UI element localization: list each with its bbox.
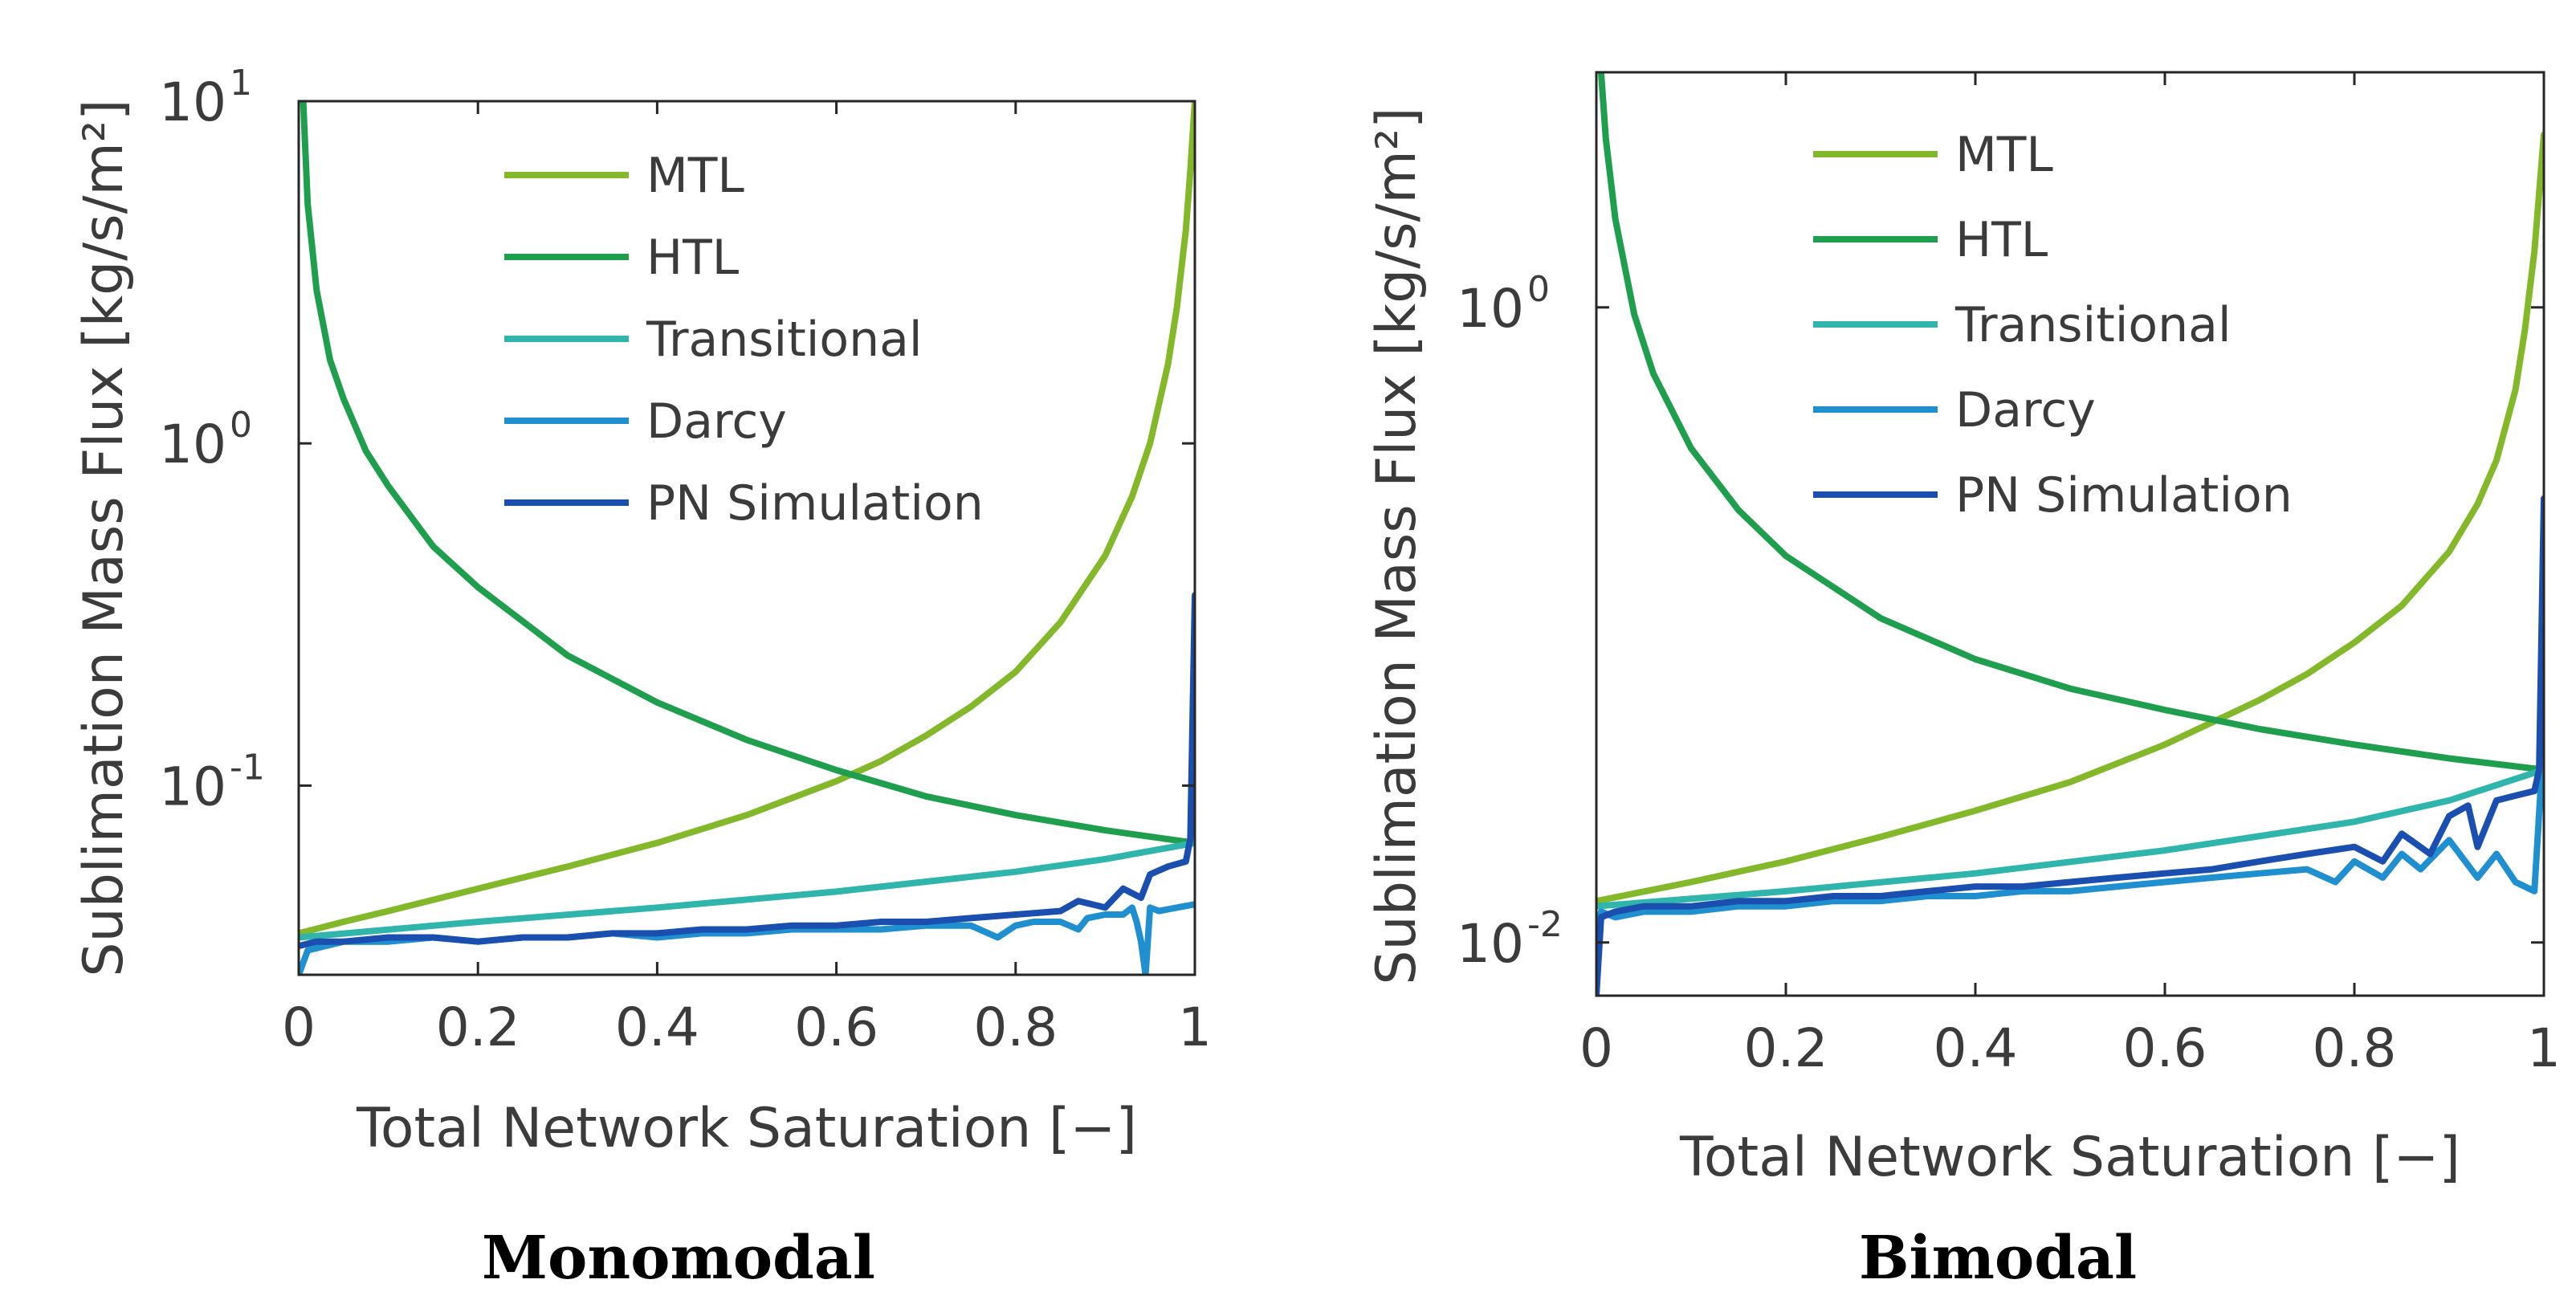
legend-label: Transitional	[1954, 297, 2232, 353]
legend-label: Darcy	[1955, 382, 2096, 438]
y-tick-label: 10	[1457, 278, 1524, 340]
y-tick-label: 10	[159, 756, 226, 817]
series-line-pn-simulation	[1596, 495, 2544, 996]
series-layer	[1596, 72, 2544, 996]
x-tick-label: 1	[2527, 1017, 2561, 1079]
x-tick-label: 0.4	[1934, 1017, 2018, 1079]
y-tick-label: 10	[1457, 913, 1524, 975]
y-tick-label: 10	[159, 414, 226, 475]
x-tick-label: 0.8	[2313, 1017, 2397, 1079]
legend-label: Darcy	[646, 393, 787, 450]
x-tick-label: 0.2	[1744, 1017, 1828, 1079]
plot-frame	[1595, 71, 2545, 997]
legend-label: PN Simulation	[646, 475, 984, 532]
x-tick-label: 0.8	[973, 996, 1058, 1058]
x-tick-label: 0.6	[794, 996, 878, 1058]
series-line-htl	[1597, 72, 2544, 773]
series-line-transitional	[299, 839, 1195, 941]
x-tick-label: 1	[1178, 996, 1212, 1058]
y-tick-exponent: -2	[1527, 904, 1563, 945]
x-axis-label: Total Network Saturation [−]	[356, 1097, 1137, 1160]
x-axis-label: Total Network Saturation [−]	[1679, 1126, 2460, 1189]
series-layer	[299, 101, 1195, 975]
panel-caption: Bimodal	[1859, 1224, 2137, 1293]
y-tick-exponent: 0	[1527, 269, 1550, 310]
series-line-mtl	[1596, 131, 2544, 905]
legend: MTL HTL Transitional Darcy PN Simulation	[1813, 127, 2293, 524]
legend-label: MTL	[1955, 127, 2053, 183]
y-axis-label: Sublimation Mass Flux [kg/s/m²]	[1365, 107, 1429, 984]
legend-label: PN Simulation	[1955, 467, 2293, 524]
legend-label: HTL	[646, 230, 740, 286]
series-line-transitional	[1596, 766, 2544, 910]
legend-label: Transitional	[646, 312, 923, 368]
series-line-mtl	[299, 101, 1195, 937]
series-line-pn-simulation	[299, 592, 1195, 950]
x-tick-label: 0.4	[615, 996, 699, 1058]
y-tick-exponent: -1	[230, 747, 265, 788]
y-tick-exponent: 0	[230, 405, 252, 446]
legend-label: HTL	[1955, 212, 2048, 268]
panel-caption: Monomodal	[482, 1224, 875, 1293]
series-line-htl	[300, 101, 1195, 846]
y-tick-exponent: 1	[230, 63, 252, 104]
x-tick-label: 0.2	[436, 996, 520, 1058]
legend-label: MTL	[646, 148, 744, 204]
legend: MTL HTL Transitional Darcy PN Simulation	[504, 148, 984, 532]
y-axis-label: Sublimation Mass Flux [kg/s/m²]	[72, 99, 136, 976]
x-tick-label: 0.6	[2123, 1017, 2207, 1079]
y-tick-label: 10	[159, 71, 226, 133]
x-tick-label: 0	[282, 996, 316, 1058]
series-line-darcy	[1596, 731, 2544, 933]
plot-frame	[297, 100, 1196, 976]
x-tick-label: 0	[1579, 1017, 1613, 1079]
